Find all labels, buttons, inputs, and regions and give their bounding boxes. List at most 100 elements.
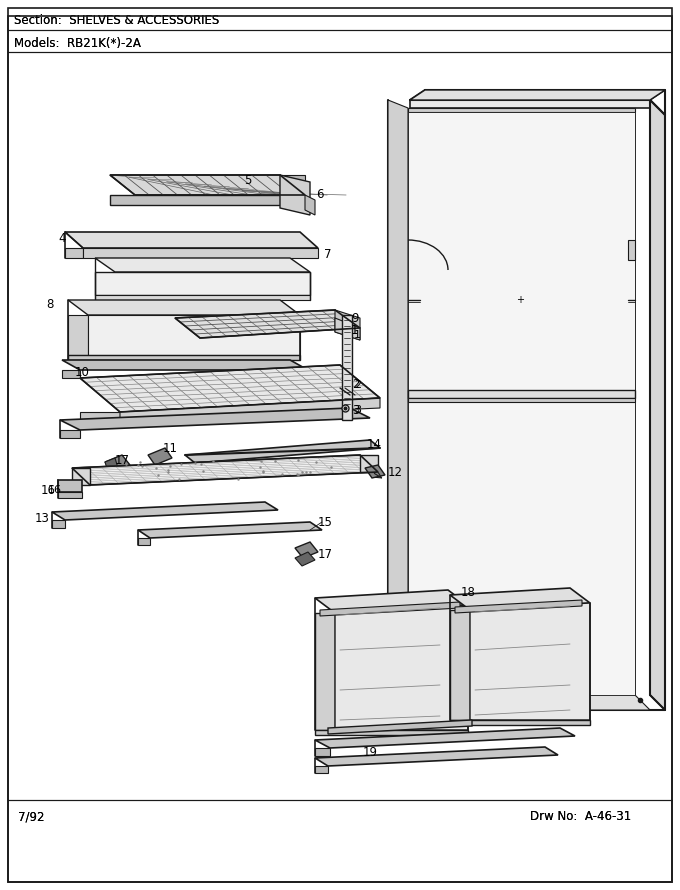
Polygon shape — [138, 522, 322, 538]
Polygon shape — [58, 480, 82, 492]
Polygon shape — [68, 300, 300, 315]
Text: 16: 16 — [41, 483, 56, 497]
Polygon shape — [408, 108, 635, 112]
Polygon shape — [138, 538, 150, 545]
Polygon shape — [315, 613, 335, 730]
Text: 6: 6 — [316, 189, 324, 201]
Text: 7: 7 — [324, 248, 332, 262]
Polygon shape — [110, 175, 305, 195]
Polygon shape — [80, 412, 120, 420]
Polygon shape — [185, 440, 380, 463]
Polygon shape — [58, 492, 82, 498]
Polygon shape — [408, 398, 635, 402]
Text: +: + — [516, 295, 524, 305]
Polygon shape — [650, 100, 665, 710]
Polygon shape — [315, 730, 468, 735]
Polygon shape — [335, 605, 468, 730]
Polygon shape — [470, 603, 590, 720]
Polygon shape — [120, 398, 380, 420]
Text: 8: 8 — [46, 298, 54, 312]
Polygon shape — [148, 448, 172, 465]
Text: 18: 18 — [460, 586, 475, 598]
Polygon shape — [315, 590, 468, 613]
Text: 10: 10 — [75, 366, 90, 378]
Text: 12: 12 — [388, 465, 403, 479]
Polygon shape — [450, 588, 590, 610]
Polygon shape — [295, 542, 318, 558]
Polygon shape — [410, 100, 650, 108]
Polygon shape — [360, 455, 378, 472]
Polygon shape — [410, 90, 665, 100]
Polygon shape — [105, 455, 130, 472]
Polygon shape — [335, 310, 360, 340]
Polygon shape — [60, 430, 80, 438]
Polygon shape — [72, 455, 378, 485]
Polygon shape — [72, 468, 90, 485]
Polygon shape — [65, 248, 83, 258]
Text: 3: 3 — [352, 403, 360, 417]
Polygon shape — [305, 195, 315, 215]
Polygon shape — [450, 610, 470, 720]
Text: 9: 9 — [352, 312, 359, 325]
Text: Models:  RB21K(*)-2A: Models: RB21K(*)-2A — [14, 36, 141, 50]
Text: 1: 1 — [350, 323, 358, 336]
Polygon shape — [315, 748, 330, 756]
Text: 5: 5 — [244, 174, 252, 187]
Polygon shape — [110, 195, 305, 205]
Text: 13: 13 — [35, 512, 50, 524]
Text: 7/92: 7/92 — [18, 811, 44, 823]
Polygon shape — [315, 747, 558, 766]
Polygon shape — [405, 695, 650, 710]
Text: 17: 17 — [318, 548, 333, 562]
Polygon shape — [315, 766, 328, 773]
Text: Section:  SHELVES & ACCESSORIES: Section: SHELVES & ACCESSORIES — [14, 13, 219, 27]
Polygon shape — [335, 318, 360, 340]
Text: 17: 17 — [114, 454, 129, 466]
Polygon shape — [295, 552, 315, 566]
Polygon shape — [80, 365, 380, 412]
Polygon shape — [60, 408, 370, 430]
Text: 19: 19 — [362, 746, 377, 758]
Polygon shape — [388, 100, 408, 695]
Polygon shape — [65, 232, 318, 248]
Polygon shape — [52, 520, 65, 528]
Text: Drw No:  A-46-31: Drw No: A-46-31 — [530, 811, 631, 823]
Polygon shape — [83, 248, 318, 258]
Polygon shape — [105, 458, 118, 472]
Polygon shape — [68, 355, 300, 360]
Bar — [628, 240, 635, 260]
Text: Section:  SHELVES & ACCESSORIES: Section: SHELVES & ACCESSORIES — [14, 13, 219, 27]
Polygon shape — [95, 258, 310, 272]
Text: 7/92: 7/92 — [18, 811, 44, 823]
Polygon shape — [408, 390, 635, 398]
Polygon shape — [175, 310, 360, 338]
Text: 4: 4 — [58, 231, 66, 245]
Polygon shape — [408, 112, 635, 695]
Polygon shape — [328, 720, 472, 734]
Text: 15: 15 — [318, 515, 333, 529]
Polygon shape — [280, 175, 305, 205]
Polygon shape — [342, 315, 352, 420]
Polygon shape — [450, 720, 590, 725]
Text: Models:  RB21K(*)-2A: Models: RB21K(*)-2A — [14, 36, 141, 50]
Text: 2: 2 — [352, 378, 360, 392]
Text: 1: 1 — [354, 330, 361, 340]
Text: 3: 3 — [354, 405, 361, 415]
Text: 11: 11 — [163, 441, 177, 455]
Polygon shape — [365, 465, 385, 478]
Text: 2: 2 — [354, 380, 361, 390]
Polygon shape — [320, 602, 460, 616]
Polygon shape — [68, 315, 88, 355]
Text: 14: 14 — [367, 439, 381, 451]
Polygon shape — [52, 502, 278, 520]
Polygon shape — [280, 175, 310, 215]
Text: 16: 16 — [48, 485, 62, 495]
Polygon shape — [455, 600, 582, 613]
Polygon shape — [62, 360, 308, 370]
Polygon shape — [62, 370, 80, 378]
Polygon shape — [95, 295, 310, 300]
Polygon shape — [88, 315, 300, 355]
Polygon shape — [95, 272, 310, 295]
Polygon shape — [315, 728, 575, 748]
Text: Drw No:  A-46-31: Drw No: A-46-31 — [530, 811, 631, 823]
